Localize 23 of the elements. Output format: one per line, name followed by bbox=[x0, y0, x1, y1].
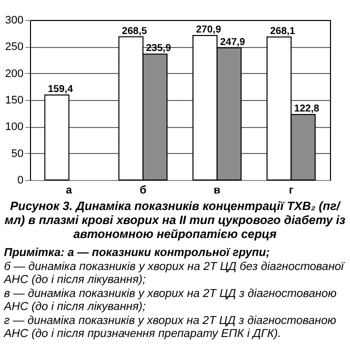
x-tick-label: а bbox=[66, 184, 73, 196]
x-tick-label: в bbox=[214, 184, 221, 196]
data-label: 268,1 bbox=[270, 26, 296, 38]
data-label: 159,4 bbox=[48, 84, 74, 95]
text: Примітка: а — показники контрольної групи; bbox=[3, 247, 271, 260]
y-tick-label: 300 bbox=[5, 14, 24, 26]
x-tick-label: г bbox=[288, 184, 294, 196]
text: Рисунок 3. Динаміка показників концентрації ТХВ₂ (пг/мл) в плазмі крові хворих на ІІ тип цукрового діабету із автономною нейропатією серця bbox=[4, 198, 346, 243]
data-label: 247,9 bbox=[220, 36, 246, 48]
y-tick-label: 50 bbox=[11, 148, 24, 160]
bar bbox=[44, 94, 70, 180]
text: г — динаміка показників у хворих на 2Т ЦД з діагностованою АНС (до і після призначення препарату ЕПК і ДГК). bbox=[2, 314, 338, 342]
y-tick-label: 250 bbox=[5, 41, 24, 54]
data-label: 270,9 bbox=[196, 24, 222, 36]
text: б — динаміка показників у хворих на 2Т ЦД без діагностованої АНС (до і після лікування); bbox=[2, 260, 346, 288]
data-label: 268,5 bbox=[122, 26, 148, 37]
data-label: 122,8 bbox=[294, 104, 320, 115]
y-tick-label: 0 bbox=[17, 174, 24, 186]
y-tick-label: 100 bbox=[5, 121, 24, 134]
y-tick-label: 150 bbox=[5, 94, 24, 106]
y-tick-label: 200 bbox=[5, 68, 24, 80]
x-tick-label: б bbox=[140, 184, 147, 196]
text: в — динаміка показників у хворих на 2Т ЦД з діагностованою АНС (до і після лікування); bbox=[2, 288, 338, 314]
